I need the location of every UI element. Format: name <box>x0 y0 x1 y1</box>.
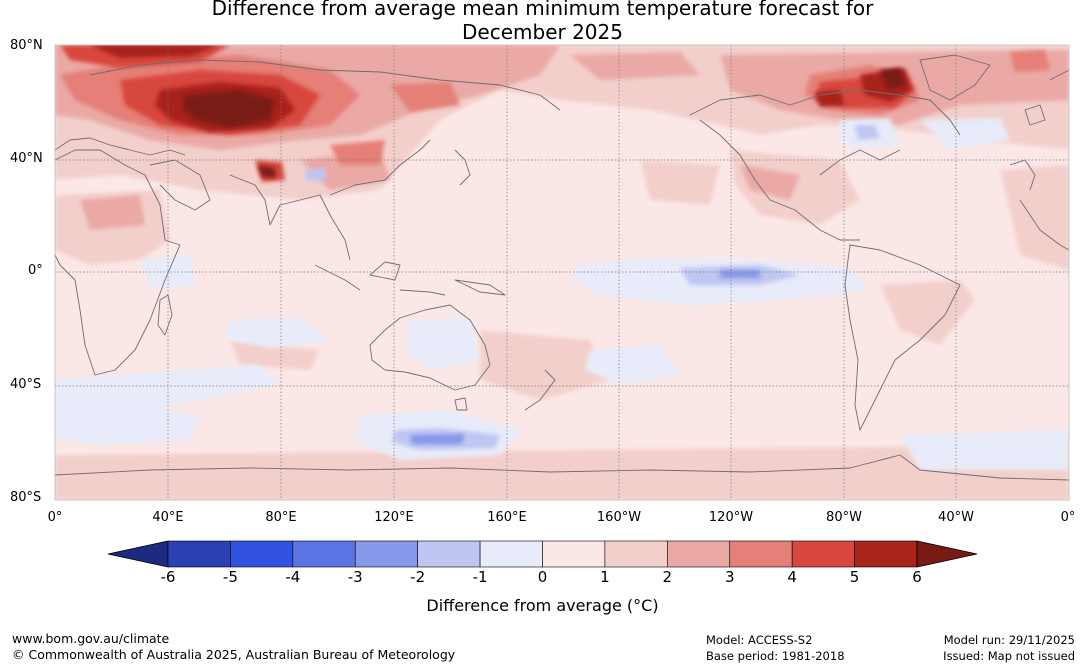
lon-label-80w: 80°W <box>826 510 862 525</box>
colorbar-arrow-high <box>916 540 978 568</box>
colorbar-tick-label: 3 <box>724 568 735 586</box>
colorbar-bin <box>604 540 668 568</box>
map-frame <box>54 44 1070 501</box>
colorbar-bin <box>854 540 918 568</box>
lon-label-0-west: 0° <box>47 510 63 525</box>
colorbar-arrow-low <box>107 540 169 568</box>
title-line-2: December 2025 <box>462 20 623 44</box>
footer-model-run: Model run: 29/11/2025 <box>943 633 1075 647</box>
anomaly-shading <box>55 45 1069 500</box>
colorbar-bin <box>791 540 855 568</box>
graticule <box>55 45 1069 500</box>
colorbar-bin <box>167 540 231 568</box>
lon-label-80e: 80°E <box>265 510 297 525</box>
lon-label-160e: 160°E <box>487 510 527 525</box>
footer-model: Model: ACCESS-S2 <box>706 633 813 647</box>
coastlines <box>55 54 1069 481</box>
lon-label-0-east: 0° <box>1060 510 1076 525</box>
lat-label-80n: 80°N <box>10 38 43 53</box>
footer-base-period: Base period: 1981-2018 <box>706 649 845 663</box>
lat-label-40n: 40°N <box>10 151 43 166</box>
lon-label-40w: 40°W <box>938 510 974 525</box>
footer-issued: Issued: Map not issued <box>943 649 1075 663</box>
lon-label-40e: 40°E <box>152 510 184 525</box>
colorbar-bin <box>417 540 481 568</box>
lon-label-120e: 120°E <box>374 510 414 525</box>
colorbar-bin <box>479 540 543 568</box>
footer-copyright: © Commonwealth of Australia 2025, Austra… <box>12 647 456 662</box>
colorbar-tick-label: 5 <box>849 568 860 586</box>
lon-label-120w: 120°W <box>708 510 754 525</box>
colorbar-bin <box>292 540 356 568</box>
colorbar-tick-label: 2 <box>662 568 673 586</box>
lat-label-80s: 80°S <box>10 490 42 505</box>
lat-label-40s: 40°S <box>10 377 42 392</box>
colorbar-tick-label: 0 <box>537 568 548 586</box>
colorbar-tick-label: -4 <box>285 568 301 586</box>
lat-label-equator: 0° <box>28 263 43 278</box>
colorbar-bin <box>729 540 793 568</box>
lon-label-160w: 160°W <box>596 510 642 525</box>
colorbar-tick-label: -6 <box>160 568 176 586</box>
colorbar-bin <box>230 540 294 568</box>
map-title: Difference from average mean minimum tem… <box>0 0 1085 44</box>
colorbar-tick-label: -2 <box>410 568 426 586</box>
title-line-1: Difference from average mean minimum tem… <box>211 0 874 20</box>
colorbar-tick-label: 4 <box>787 568 797 586</box>
colorbar-tick-label: -1 <box>472 568 488 586</box>
colorbar-bin <box>542 540 606 568</box>
colorbar-title: Difference from average (°C) <box>426 596 659 615</box>
colorbar-tick-label: 6 <box>912 568 922 586</box>
colorbar-tick-label: -5 <box>222 568 238 586</box>
colorbar-tick-label: -3 <box>347 568 363 586</box>
colorbar-tick-label: 1 <box>600 568 610 586</box>
colorbar-bin <box>354 540 418 568</box>
footer-website: www.bom.gov.au/climate <box>12 631 170 646</box>
colorbar-bin <box>667 540 731 568</box>
